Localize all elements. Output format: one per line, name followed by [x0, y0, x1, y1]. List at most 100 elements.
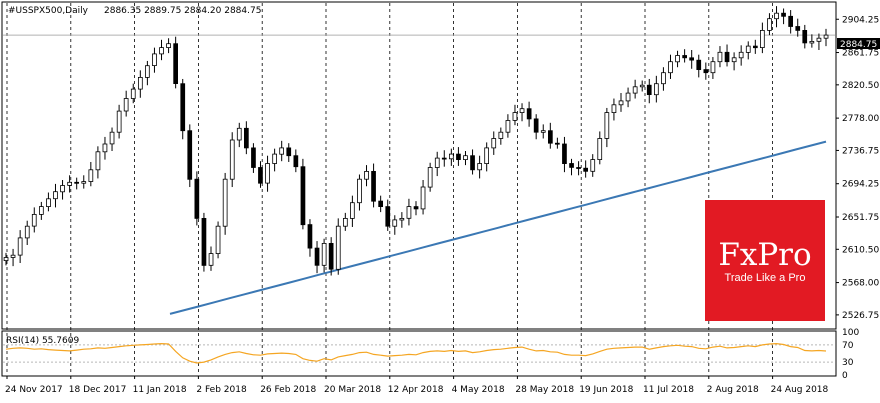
- candle: [781, 8, 786, 25]
- x-tick-label: 11 Jan 2018: [133, 385, 187, 395]
- candle: [484, 142, 490, 172]
- candle: [229, 132, 235, 188]
- candle: [258, 161, 263, 188]
- candle: [364, 165, 369, 187]
- candle: [696, 54, 702, 78]
- candle: [74, 177, 79, 190]
- price-panel-frame: [1, 1, 837, 330]
- y-tick-label: 2568.00: [842, 279, 879, 289]
- candle: [689, 49, 695, 69]
- current-price-marker: 2884.75: [837, 38, 880, 50]
- candle: [81, 175, 87, 189]
- candle: [307, 219, 313, 257]
- rsi-tick-label: 30: [842, 358, 854, 368]
- logo-brand: FxPro: [718, 237, 811, 273]
- candle: [618, 93, 624, 112]
- candle: [823, 28, 829, 47]
- candle: [166, 38, 171, 54]
- candle: [300, 158, 306, 230]
- price-axis: 2904.25 2861.75 2820.50 2778.00 2736.75 2694.…: [836, 15, 879, 381]
- candle: [809, 34, 815, 48]
- x-tick-label: 20 Mar 2018: [324, 385, 381, 395]
- candle: [385, 199, 391, 231]
- candle: [60, 179, 65, 200]
- rsi-panel-frame: [1, 330, 837, 377]
- rsi-line: [5, 342, 827, 364]
- x-tick-label: 2 Feb 2018: [196, 385, 247, 395]
- rsi-layer: [3, 342, 835, 364]
- candle: [392, 215, 398, 235]
- candle: [434, 151, 440, 177]
- candle: [335, 218, 341, 275]
- x-tick-label: 18 Dec 2017: [69, 385, 127, 395]
- candle: [639, 80, 645, 92]
- candle: [215, 221, 221, 259]
- x-tick-label: 24 Nov 2017: [5, 385, 63, 395]
- candle: [31, 207, 37, 233]
- candle: [109, 127, 115, 152]
- candle: [555, 137, 560, 149]
- candle: [88, 161, 94, 187]
- candle: [533, 114, 539, 140]
- candle: [144, 60, 150, 86]
- candle: [67, 175, 72, 193]
- candle: [208, 246, 214, 271]
- x-tick-label: 26 Feb 2018: [260, 385, 316, 395]
- candle: [413, 201, 419, 216]
- candle: [420, 179, 426, 215]
- candle: [611, 98, 617, 121]
- candle: [597, 131, 603, 165]
- candle: [17, 230, 23, 263]
- candle: [661, 67, 666, 91]
- candle: [349, 195, 355, 227]
- candle: [477, 155, 483, 179]
- candle: [137, 70, 143, 98]
- current-price-label: 2884.75: [840, 40, 877, 50]
- candle: [717, 46, 723, 68]
- candle: [519, 103, 525, 122]
- candle: [24, 220, 30, 245]
- candle: [448, 148, 454, 166]
- candle: [159, 39, 164, 61]
- candle: [53, 183, 58, 208]
- candle: [646, 78, 652, 104]
- candle: [795, 18, 801, 37]
- candle: [710, 57, 716, 79]
- candle: [632, 79, 638, 99]
- candle: [222, 172, 228, 235]
- candle: [576, 161, 581, 176]
- candle: [463, 151, 468, 166]
- candle: [548, 122, 553, 149]
- candle: [328, 237, 334, 276]
- candle: [102, 136, 108, 160]
- candle: [194, 171, 200, 226]
- candle: [399, 212, 405, 228]
- candle: [130, 83, 136, 104]
- rsi-tick-label: 0: [842, 371, 848, 381]
- candle: [583, 160, 589, 178]
- candle: [314, 241, 320, 274]
- candle: [760, 22, 765, 54]
- candle: [272, 148, 278, 172]
- x-tick-label: 19 Jun 2018: [579, 385, 633, 395]
- candle: [406, 198, 412, 226]
- candle: [39, 201, 44, 220]
- candle: [470, 149, 475, 175]
- logo-tagline: Trade Like a Pro: [725, 272, 806, 284]
- candle: [180, 78, 186, 140]
- candle: [441, 150, 447, 167]
- candle: [95, 146, 101, 179]
- candle: [774, 6, 779, 28]
- moving-average-layer: [169, 140, 827, 315]
- candle: [753, 39, 758, 54]
- x-tick-label: 11 Jul 2018: [643, 385, 694, 395]
- candle: [265, 155, 270, 192]
- y-tick-label: 2904.25: [842, 15, 879, 25]
- candle: [279, 140, 285, 162]
- candle: [357, 174, 362, 211]
- candle: [236, 122, 242, 148]
- rsi-label: RSI(14) 55.7609: [6, 336, 79, 346]
- candle: [427, 162, 433, 192]
- y-tick-label: 2778.00: [842, 114, 879, 124]
- y-tick-label: 2820.50: [842, 81, 879, 91]
